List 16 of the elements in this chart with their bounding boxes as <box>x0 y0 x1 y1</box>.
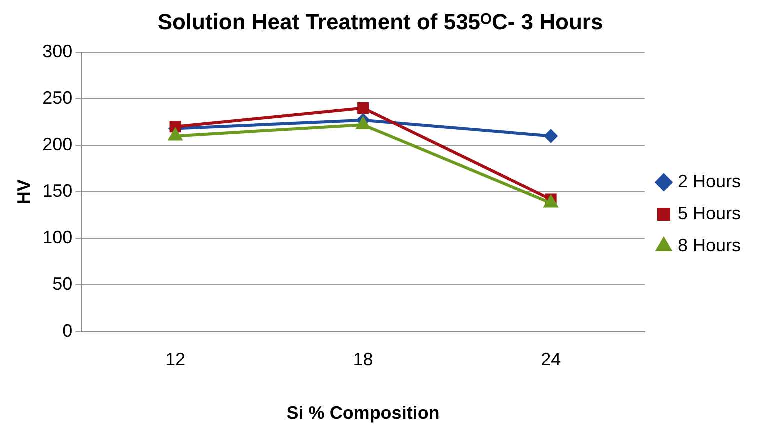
x-axis-title: Si % Composition <box>286 403 440 424</box>
legend-label: 8 Hours <box>678 235 742 256</box>
chart-title: Solution Heat Treatment of 535ᴼC- 3 Hours <box>158 9 604 34</box>
y-tick-label: 200 <box>42 134 73 154</box>
legend-label: 5 Hours <box>678 203 742 224</box>
y-tick-label: 250 <box>42 88 73 108</box>
y-tick-label: 300 <box>42 41 73 62</box>
x-tick-label: 18 <box>353 350 374 370</box>
y-tick-label: 50 <box>52 274 73 294</box>
y-tick-label: 100 <box>42 228 73 248</box>
x-tick-label: 24 <box>541 350 562 370</box>
y-axis-title: HV <box>14 180 34 205</box>
x-tick-label: 12 <box>166 350 186 370</box>
y-tick-label: 0 <box>62 320 73 341</box>
legend-label: 2 Hours <box>678 171 742 192</box>
y-tick-label: 150 <box>42 181 73 202</box>
